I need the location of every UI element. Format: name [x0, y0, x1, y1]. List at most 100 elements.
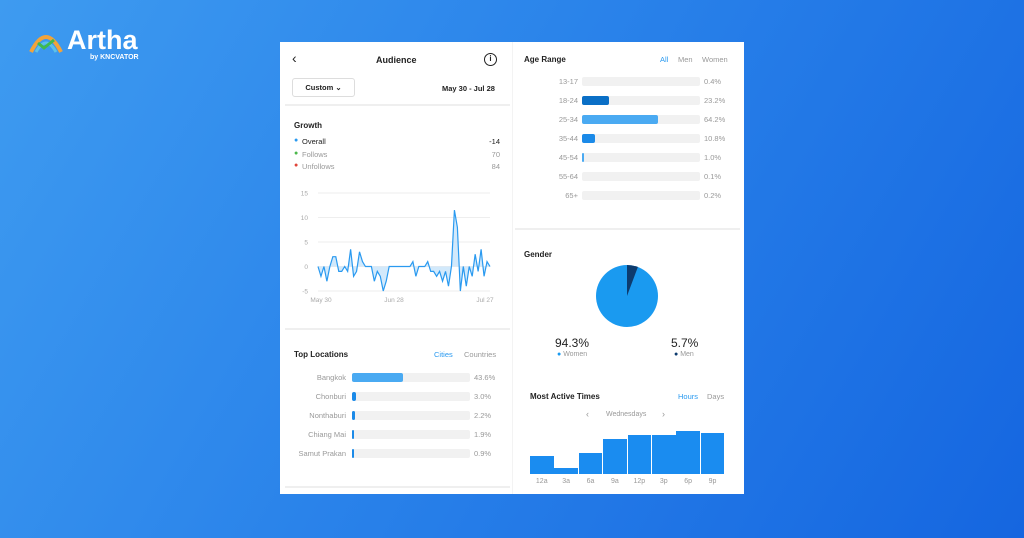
women-label: ● Women — [557, 351, 587, 358]
age-bar-track — [582, 96, 700, 105]
y-tick-label: 15 — [301, 191, 309, 198]
active-time-bar — [700, 432, 725, 474]
age-range-label: 55-64 — [558, 172, 578, 181]
next-day-icon[interactable]: › — [662, 409, 665, 419]
tab-men[interactable]: Men — [678, 55, 693, 64]
legend-label: Follows — [302, 149, 328, 159]
women-label-text: Women — [563, 351, 588, 358]
age-bar-fill — [582, 96, 610, 105]
x-tick-label: Jun 28 — [384, 297, 404, 304]
age-bar-track — [582, 153, 700, 162]
women-pct: 94.3% — [555, 336, 590, 350]
legend-dot-icon: ● — [294, 162, 299, 169]
location-bar-fill — [352, 449, 354, 458]
active-time-bar — [578, 452, 603, 474]
active-time-label: 6p — [684, 478, 693, 485]
legend-label: Unfollows — [302, 162, 335, 171]
age-pct: 1.0% — [704, 153, 722, 162]
age-bar-track — [582, 77, 700, 86]
range-select[interactable]: Custom ⌄ — [292, 78, 355, 97]
active-time-bar — [530, 456, 554, 474]
active-time-bar — [603, 438, 627, 474]
age-bar-fill — [582, 153, 584, 162]
location-bar-fill — [352, 373, 404, 382]
location-name: Samut Prakan — [298, 449, 346, 458]
tab-all[interactable]: All — [660, 55, 669, 64]
logo-name: Artha — [67, 25, 138, 55]
active-time-label: 3p — [659, 478, 668, 485]
age-pct: 0.2% — [704, 191, 722, 200]
tab-hours[interactable]: Hours — [678, 392, 699, 401]
legend-value: 70 — [491, 149, 500, 159]
y-tick-label: 5 — [304, 240, 308, 247]
active-time-bar — [627, 435, 652, 474]
gender-title: Gender — [524, 250, 553, 259]
legend-dot-icon: ● — [294, 137, 299, 144]
tab-countries[interactable]: Countries — [464, 350, 497, 359]
location-pct: 2.2% — [474, 411, 492, 420]
active-time-label: 3a — [562, 478, 571, 485]
arch-logo-icon — [29, 35, 63, 53]
pie-slice-men — [627, 265, 638, 296]
logo-byline: by KNCVATOR — [90, 54, 139, 61]
back-icon[interactable]: ‹ — [292, 50, 297, 66]
age-range-label: 25-34 — [558, 115, 578, 124]
location-pct: 0.9% — [474, 449, 492, 458]
artha-logo: Artha by KNCVATOR — [28, 25, 139, 61]
age-pct: 0.4% — [704, 77, 722, 86]
location-pct: 3.0% — [474, 392, 492, 401]
age-range-label: 65+ — [565, 191, 578, 200]
location-bar-track — [352, 449, 470, 458]
age-pct: 0.1% — [704, 172, 722, 181]
legend-label: Overall — [302, 137, 326, 146]
legend-dot-icon: ● — [294, 149, 299, 157]
active-time-label: 12a — [535, 478, 548, 485]
x-tick-label: May 30 — [310, 297, 332, 304]
age-range-label: 18-24 — [558, 96, 578, 105]
age-pct: 64.2% — [704, 115, 726, 124]
x-tick-label: Jul 27 — [476, 297, 494, 304]
active-time-label: 6a — [586, 478, 595, 485]
most-active-title: Most Active Times — [530, 392, 600, 401]
location-pct: 1.9% — [474, 430, 492, 439]
location-bar-track — [352, 430, 470, 439]
age-pct: 10.8% — [704, 134, 726, 143]
location-pct: 43.6% — [474, 373, 496, 382]
growth-line — [317, 210, 491, 292]
y-tick-label: 0 — [304, 264, 308, 271]
legend-value: 84 — [491, 162, 500, 171]
age-bar-track — [582, 134, 700, 143]
location-bar-fill — [352, 411, 355, 420]
active-time-bar — [652, 435, 676, 474]
range-select-value: Custom — [305, 83, 334, 92]
audience-card: ‹ Audience i Custom ⌄ May 30 - Jul 28 Gr… — [280, 42, 744, 494]
age-bar-track — [582, 191, 700, 200]
age-range-label: 13-17 — [558, 77, 578, 86]
active-time-label: 12p — [633, 478, 646, 485]
tab-days[interactable]: Days — [707, 392, 725, 401]
info-icon[interactable]: i — [484, 53, 497, 66]
location-name: Nonthaburi — [309, 411, 346, 420]
page-title: Audience — [376, 55, 417, 65]
chevron-down-icon: ⌄ — [335, 83, 342, 92]
location-bar-track — [352, 392, 470, 401]
active-time-bar — [676, 430, 700, 474]
age-range-title: Age Range — [524, 55, 566, 64]
location-name: Chonburi — [315, 392, 346, 401]
prev-day-icon[interactable]: ‹ — [586, 409, 589, 419]
growth-area — [318, 210, 490, 291]
tab-women[interactable]: Women — [702, 55, 728, 64]
age-bar-track — [582, 172, 700, 181]
age-bar-fill — [582, 134, 595, 143]
active-time-label: 9a — [611, 478, 619, 485]
tab-cities[interactable]: Cities — [434, 350, 453, 359]
active-time-bar — [554, 468, 578, 474]
age-pct: 23.2% — [704, 96, 726, 105]
day-label: Wednesdays — [606, 411, 647, 418]
gender-pie-chart — [596, 265, 658, 327]
growth-title: Growth — [294, 121, 322, 130]
y-tick-label: -5 — [302, 289, 308, 296]
legend-value: -14 — [489, 137, 500, 146]
location-bar-track — [352, 411, 470, 420]
